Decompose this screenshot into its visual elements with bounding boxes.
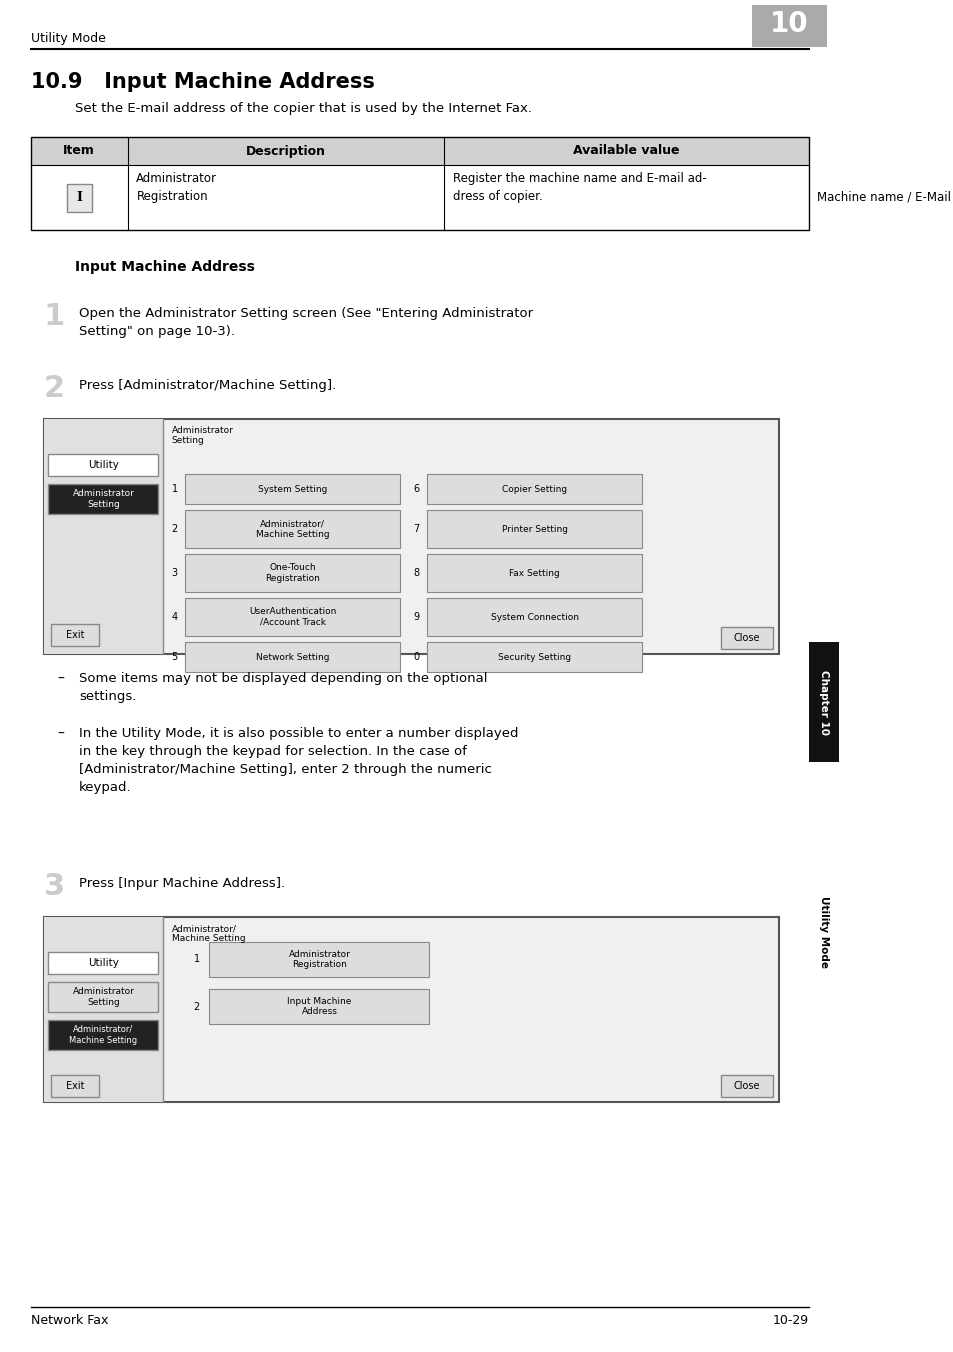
FancyBboxPatch shape <box>44 419 778 654</box>
FancyBboxPatch shape <box>49 484 158 514</box>
Text: Chapter 10: Chapter 10 <box>819 669 828 734</box>
FancyBboxPatch shape <box>210 990 429 1023</box>
Text: Utility: Utility <box>88 460 119 470</box>
FancyBboxPatch shape <box>808 642 839 763</box>
FancyBboxPatch shape <box>51 625 99 646</box>
Text: Available value: Available value <box>573 145 679 157</box>
Text: System Setting: System Setting <box>257 484 327 493</box>
Text: –: – <box>57 672 64 685</box>
Text: Machine name / E-Mail: Machine name / E-Mail <box>817 191 950 204</box>
Text: I: I <box>76 191 82 204</box>
Text: Administrator/
Machine Setting: Administrator/ Machine Setting <box>172 923 245 944</box>
Text: UserAuthentication
/Account Track: UserAuthentication /Account Track <box>249 607 335 627</box>
Text: Exit: Exit <box>66 1082 85 1091</box>
Text: Security Setting: Security Setting <box>497 653 571 661</box>
FancyBboxPatch shape <box>426 598 641 635</box>
Text: 4: 4 <box>172 612 177 622</box>
Text: 10.9   Input Machine Address: 10.9 Input Machine Address <box>30 72 375 92</box>
FancyBboxPatch shape <box>185 554 400 592</box>
FancyBboxPatch shape <box>49 1019 158 1051</box>
Text: Administrator
Registration: Administrator Registration <box>288 950 350 969</box>
FancyBboxPatch shape <box>44 917 163 1102</box>
Text: Exit: Exit <box>66 630 85 639</box>
Text: –: – <box>57 727 64 741</box>
Text: 9: 9 <box>413 612 419 622</box>
FancyBboxPatch shape <box>426 475 641 504</box>
Text: Network Setting: Network Setting <box>255 653 329 661</box>
FancyBboxPatch shape <box>426 554 641 592</box>
Text: 2: 2 <box>172 525 177 534</box>
FancyBboxPatch shape <box>752 5 826 47</box>
Text: 2: 2 <box>193 1002 199 1011</box>
FancyBboxPatch shape <box>185 510 400 548</box>
Text: Input Machine
Address: Input Machine Address <box>287 996 352 1017</box>
Text: Press [Inpur Machine Address].: Press [Inpur Machine Address]. <box>79 877 285 890</box>
FancyBboxPatch shape <box>44 419 163 654</box>
FancyBboxPatch shape <box>30 137 808 165</box>
Text: Network Fax: Network Fax <box>30 1314 108 1328</box>
Text: Printer Setting: Printer Setting <box>501 525 567 534</box>
Text: Open the Administrator Setting screen (See "Entering Administrator
Setting" on p: Open the Administrator Setting screen (S… <box>79 307 533 338</box>
Bar <box>30 137 808 230</box>
Text: System Connection: System Connection <box>490 612 578 622</box>
FancyBboxPatch shape <box>49 982 158 1013</box>
Text: Press [Administrator/Machine Setting].: Press [Administrator/Machine Setting]. <box>79 379 336 392</box>
FancyBboxPatch shape <box>185 475 400 504</box>
Text: One-Touch
Registration: One-Touch Registration <box>265 564 319 583</box>
Text: Description: Description <box>246 145 326 157</box>
Text: 10-29: 10-29 <box>772 1314 808 1328</box>
Text: 6: 6 <box>413 484 419 493</box>
FancyBboxPatch shape <box>49 952 158 973</box>
FancyBboxPatch shape <box>51 1075 99 1096</box>
Text: In the Utility Mode, it is also possible to enter a number displayed
in the key : In the Utility Mode, it is also possible… <box>79 727 518 794</box>
Text: 1: 1 <box>172 484 177 493</box>
Text: Set the E-mail address of the copier that is used by the Internet Fax.: Set the E-mail address of the copier tha… <box>74 101 531 115</box>
Text: 1: 1 <box>44 301 65 331</box>
Text: 0: 0 <box>413 652 419 662</box>
Text: Administrator
Registration: Administrator Registration <box>136 172 217 203</box>
Text: 10: 10 <box>769 11 808 38</box>
Text: 7: 7 <box>413 525 419 534</box>
Text: Fax Setting: Fax Setting <box>509 568 559 577</box>
FancyBboxPatch shape <box>49 454 158 476</box>
Text: Administrator
Setting: Administrator Setting <box>72 987 134 1007</box>
FancyBboxPatch shape <box>720 1075 772 1096</box>
Text: Administrator
Setting: Administrator Setting <box>172 426 233 445</box>
FancyBboxPatch shape <box>185 642 400 672</box>
Text: 1: 1 <box>193 955 199 964</box>
FancyBboxPatch shape <box>67 184 91 211</box>
Text: 3: 3 <box>172 568 177 579</box>
FancyBboxPatch shape <box>426 510 641 548</box>
Text: Input Machine Address: Input Machine Address <box>74 260 254 274</box>
FancyBboxPatch shape <box>426 642 641 672</box>
Text: Utility: Utility <box>88 959 119 968</box>
Text: Register the machine name and E-mail ad-
dress of copier.: Register the machine name and E-mail ad-… <box>453 172 706 203</box>
FancyBboxPatch shape <box>44 917 778 1102</box>
Text: Some items may not be displayed depending on the optional
settings.: Some items may not be displayed dependin… <box>79 672 487 703</box>
FancyBboxPatch shape <box>185 598 400 635</box>
Text: Close: Close <box>733 633 760 644</box>
Text: 8: 8 <box>413 568 419 579</box>
Text: Utility Mode: Utility Mode <box>819 896 828 968</box>
Text: Administrator/
Machine Setting: Administrator/ Machine Setting <box>70 1025 137 1045</box>
Text: Copier Setting: Copier Setting <box>501 484 566 493</box>
Text: Close: Close <box>733 1082 760 1091</box>
Text: Administrator
Setting: Administrator Setting <box>72 489 134 510</box>
Text: Utility Mode: Utility Mode <box>30 32 106 45</box>
Text: Administrator/
Machine Setting: Administrator/ Machine Setting <box>255 519 329 538</box>
FancyBboxPatch shape <box>720 627 772 649</box>
Text: Item: Item <box>63 145 95 157</box>
Text: 2: 2 <box>44 375 65 403</box>
Text: 5: 5 <box>172 652 177 662</box>
FancyBboxPatch shape <box>210 942 429 977</box>
Text: 3: 3 <box>44 872 65 900</box>
